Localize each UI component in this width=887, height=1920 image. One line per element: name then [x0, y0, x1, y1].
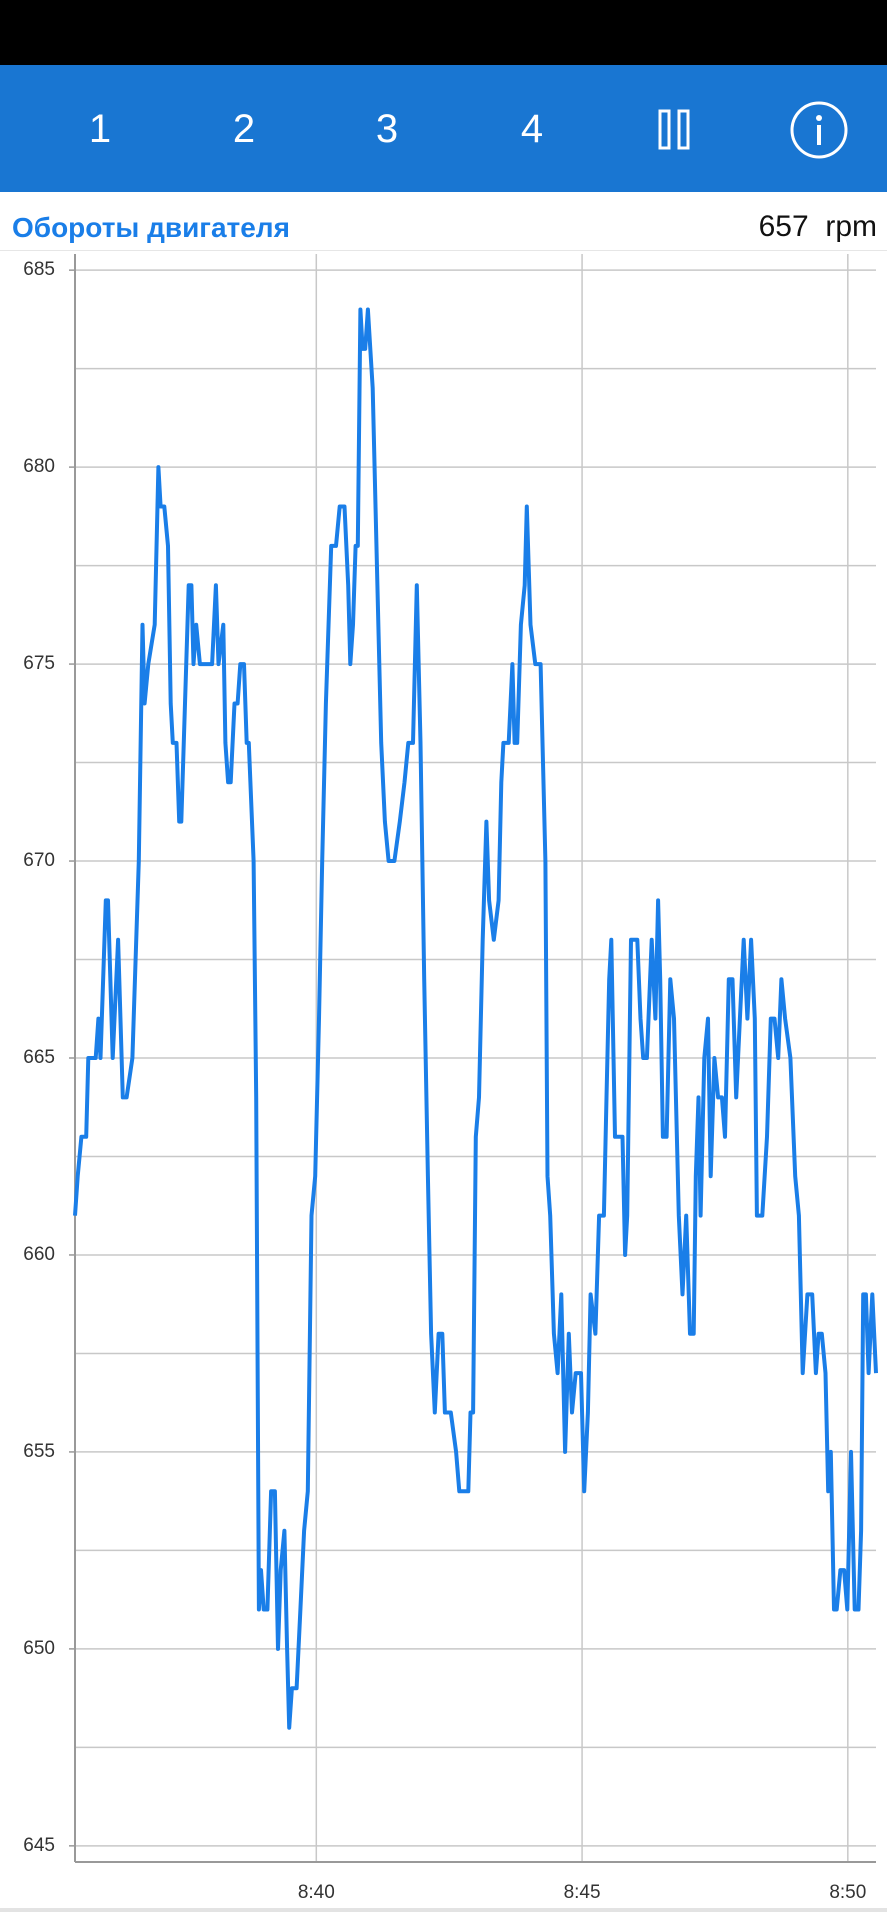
data-line [73, 307, 878, 1730]
bottom-bar [0, 1908, 887, 1912]
x-tick-label: 8:45 [564, 1882, 601, 1903]
tab[interactable]: 4 [520, 107, 544, 151]
chart-title: Обороты двигателя [12, 212, 290, 243]
y-tick-label: 670 [23, 850, 55, 871]
toolbar: 1 2 3 4 [0, 65, 887, 192]
y-tick-label: 650 [23, 1638, 55, 1659]
y-tick-label: 645 [23, 1835, 55, 1856]
y-tick-label: 680 [23, 456, 55, 477]
y-tick-label: 675 [23, 653, 55, 674]
status-bar [0, 0, 887, 65]
x-tick-label: 8:40 [298, 1882, 335, 1903]
y-tick-label: 685 [23, 259, 55, 280]
info-button[interactable] [789, 100, 849, 160]
tab[interactable]: 3 [375, 107, 399, 151]
separator [0, 250, 887, 251]
current-value: 657 [758, 210, 809, 243]
tab[interactable]: 1 [88, 107, 112, 151]
y-tick-label: 660 [23, 1244, 55, 1265]
current-reading: 657 rpm [759, 210, 877, 244]
pause-button[interactable] [655, 108, 695, 152]
unit: rpm [825, 210, 877, 243]
tab[interactable]: 2 [232, 107, 256, 151]
y-tick-label: 665 [23, 1047, 55, 1068]
x-tick-label: 8:50 [829, 1882, 866, 1903]
y-tick-label: 655 [23, 1441, 55, 1462]
